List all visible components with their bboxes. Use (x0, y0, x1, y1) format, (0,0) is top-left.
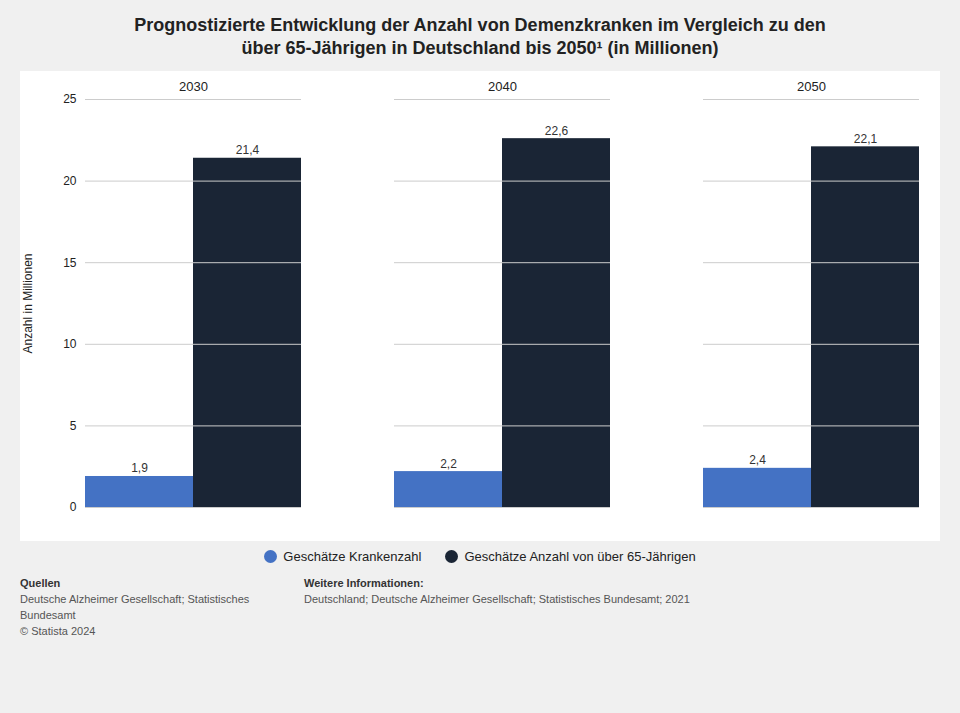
html-text:Geschätze Anzahl von über 65-J: Geschätze Anzahl von über 65-Jährigen (464, 548, 696, 564)
svg-text:0: 0 (70, 500, 77, 514)
svg-text:22,6: 22,6 (545, 123, 569, 137)
svg-text:2,2: 2,2 (440, 456, 457, 470)
svg-text:2040: 2040 (488, 78, 517, 93)
svg-text:1,9: 1,9 (131, 461, 148, 475)
html-text:Quellen: Quellen (20, 576, 61, 589)
svg-text:2050: 2050 (797, 78, 826, 93)
html-text:Prognostizierte Entwicklung de: Prognostizierte Entwicklung der Anzahl v… (134, 15, 826, 59)
svg-text:10: 10 (63, 337, 77, 351)
svg-text:2,4: 2,4 (749, 453, 766, 467)
html-text:Geschätze Krankenzahl: Geschätze Krankenzahl (283, 548, 422, 564)
html-text:Bundesamt: Bundesamt (20, 608, 76, 621)
svg-text:2030: 2030 (179, 78, 208, 93)
svg-text:5: 5 (70, 419, 77, 433)
html-text:Deutsche Alzheimer Gesellschaf: Deutsche Alzheimer Gesellschaft; Statist… (20, 592, 250, 605)
svg-text:Anzahl in Millionen: Anzahl in Millionen (21, 253, 35, 353)
svg-text:15: 15 (63, 255, 77, 269)
html-text:Weitere Informationen:: Weitere Informationen: (304, 576, 424, 589)
svg-text:20: 20 (63, 174, 77, 188)
svg-text:25: 25 (63, 92, 77, 106)
html-text:© Statista 2024: © Statista 2024 (20, 624, 96, 637)
svg-text:22,1: 22,1 (854, 132, 878, 146)
html-text:Deutschland; Deutsche Alzheime: Deutschland; Deutsche Alzheimer Gesellsc… (304, 592, 690, 605)
svg-text:21,4: 21,4 (236, 143, 260, 157)
